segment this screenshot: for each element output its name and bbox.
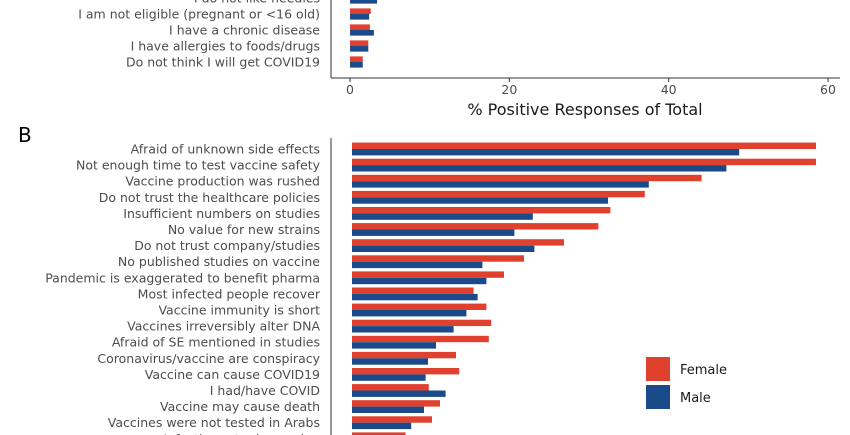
bar-female [352,158,816,166]
bar-male [352,374,426,381]
category-label: No published studies on vaccine [118,254,320,269]
legend-label: Female [680,363,727,378]
legend-swatch-female [646,357,670,381]
bar-female [350,40,369,46]
x-tick-label: 0 [346,82,354,97]
bar-male [352,245,535,252]
category-label: Coronavirus/vaccine are conspiracy [97,351,320,366]
category-label: Most infected people recover [138,286,321,301]
bar-female [352,287,474,294]
category-label: Vaccine immunity is short [158,303,320,318]
bar-male [352,326,454,333]
category-label: Not enough time to test vaccine safety [76,158,321,173]
bar-female [352,351,456,359]
category-label: Vaccine production was rushed [125,174,320,189]
bar-female [352,271,504,278]
category-label: Afraid of unknown side effects [131,142,320,157]
bar-male [352,277,487,285]
bar-male [352,197,608,204]
bar-male [350,46,369,52]
x-tick-label: 20 [501,82,517,97]
bar-female [352,255,524,262]
bar-male [352,165,727,172]
category-label: Infection rate decreasing [164,431,320,435]
category-label: Vaccine may cause death [160,399,320,414]
category-label: Do not trust the healthcare policies [99,190,320,205]
bar-male [350,14,370,20]
bar-male [352,310,467,317]
bar-male [352,149,740,156]
bar-male [352,229,515,236]
x-axis-title: % Positive Responses of Total [467,100,702,119]
category-label: Insufficient numbers on studies [123,206,320,221]
bar-female [352,368,460,375]
bar-female [352,432,406,435]
bar-female [352,174,702,182]
bar-female [350,8,371,14]
bar-female [352,223,599,230]
category-label: Vaccines were not tested in Arabs [108,415,320,430]
category-label: No value for new strains [168,222,320,237]
bar-female [352,384,429,391]
bar-male [352,358,428,365]
category-label: I had/have COVID [210,383,320,398]
bar-male [352,406,424,413]
bar-male [352,181,649,188]
bar-female [352,416,432,423]
category-label: Do not trust company/studies [134,238,320,253]
bar-female [352,142,816,149]
bar-female [352,239,564,246]
panel-label: B [18,123,32,147]
bar-male [352,390,446,397]
panel-a: I do not like needlesI am not eligible (… [78,0,840,119]
category-label: I do not like needles [194,0,320,6]
bar-female [352,400,440,407]
bar-female [352,190,645,198]
category-label: Do not think I will get COVID19 [126,55,320,70]
bar-male [352,293,478,301]
legend-label: Male [680,391,711,406]
bar-female [352,207,611,214]
x-tick-label: 40 [661,82,677,97]
category-label: I am not eligible (pregnant or <16 old) [78,7,320,22]
category-label: Pandemic is exaggerated to benefit pharm… [45,270,320,285]
bar-female [350,24,370,30]
bar-male [352,422,412,430]
category-label: I have allergies to foods/drugs [131,39,320,54]
category-label: Vaccines irreversibly alter DNA [127,319,320,334]
bar-male [352,261,483,269]
category-label: Afraid of SE mentioned in studies [112,335,320,350]
bar-male [352,342,436,349]
x-tick-label: 60 [820,82,836,97]
bar-male [350,30,374,36]
legend-swatch-male [646,385,670,409]
bar-male [350,0,378,4]
bar-male [352,213,533,220]
category-label: I have a chronic disease [169,23,320,38]
category-label: Vaccine can cause COVID19 [145,367,320,382]
bar-female [352,335,489,343]
bar-female [350,56,363,62]
bar-female [352,303,487,310]
bar-male [350,62,363,68]
bar-female [352,319,492,327]
